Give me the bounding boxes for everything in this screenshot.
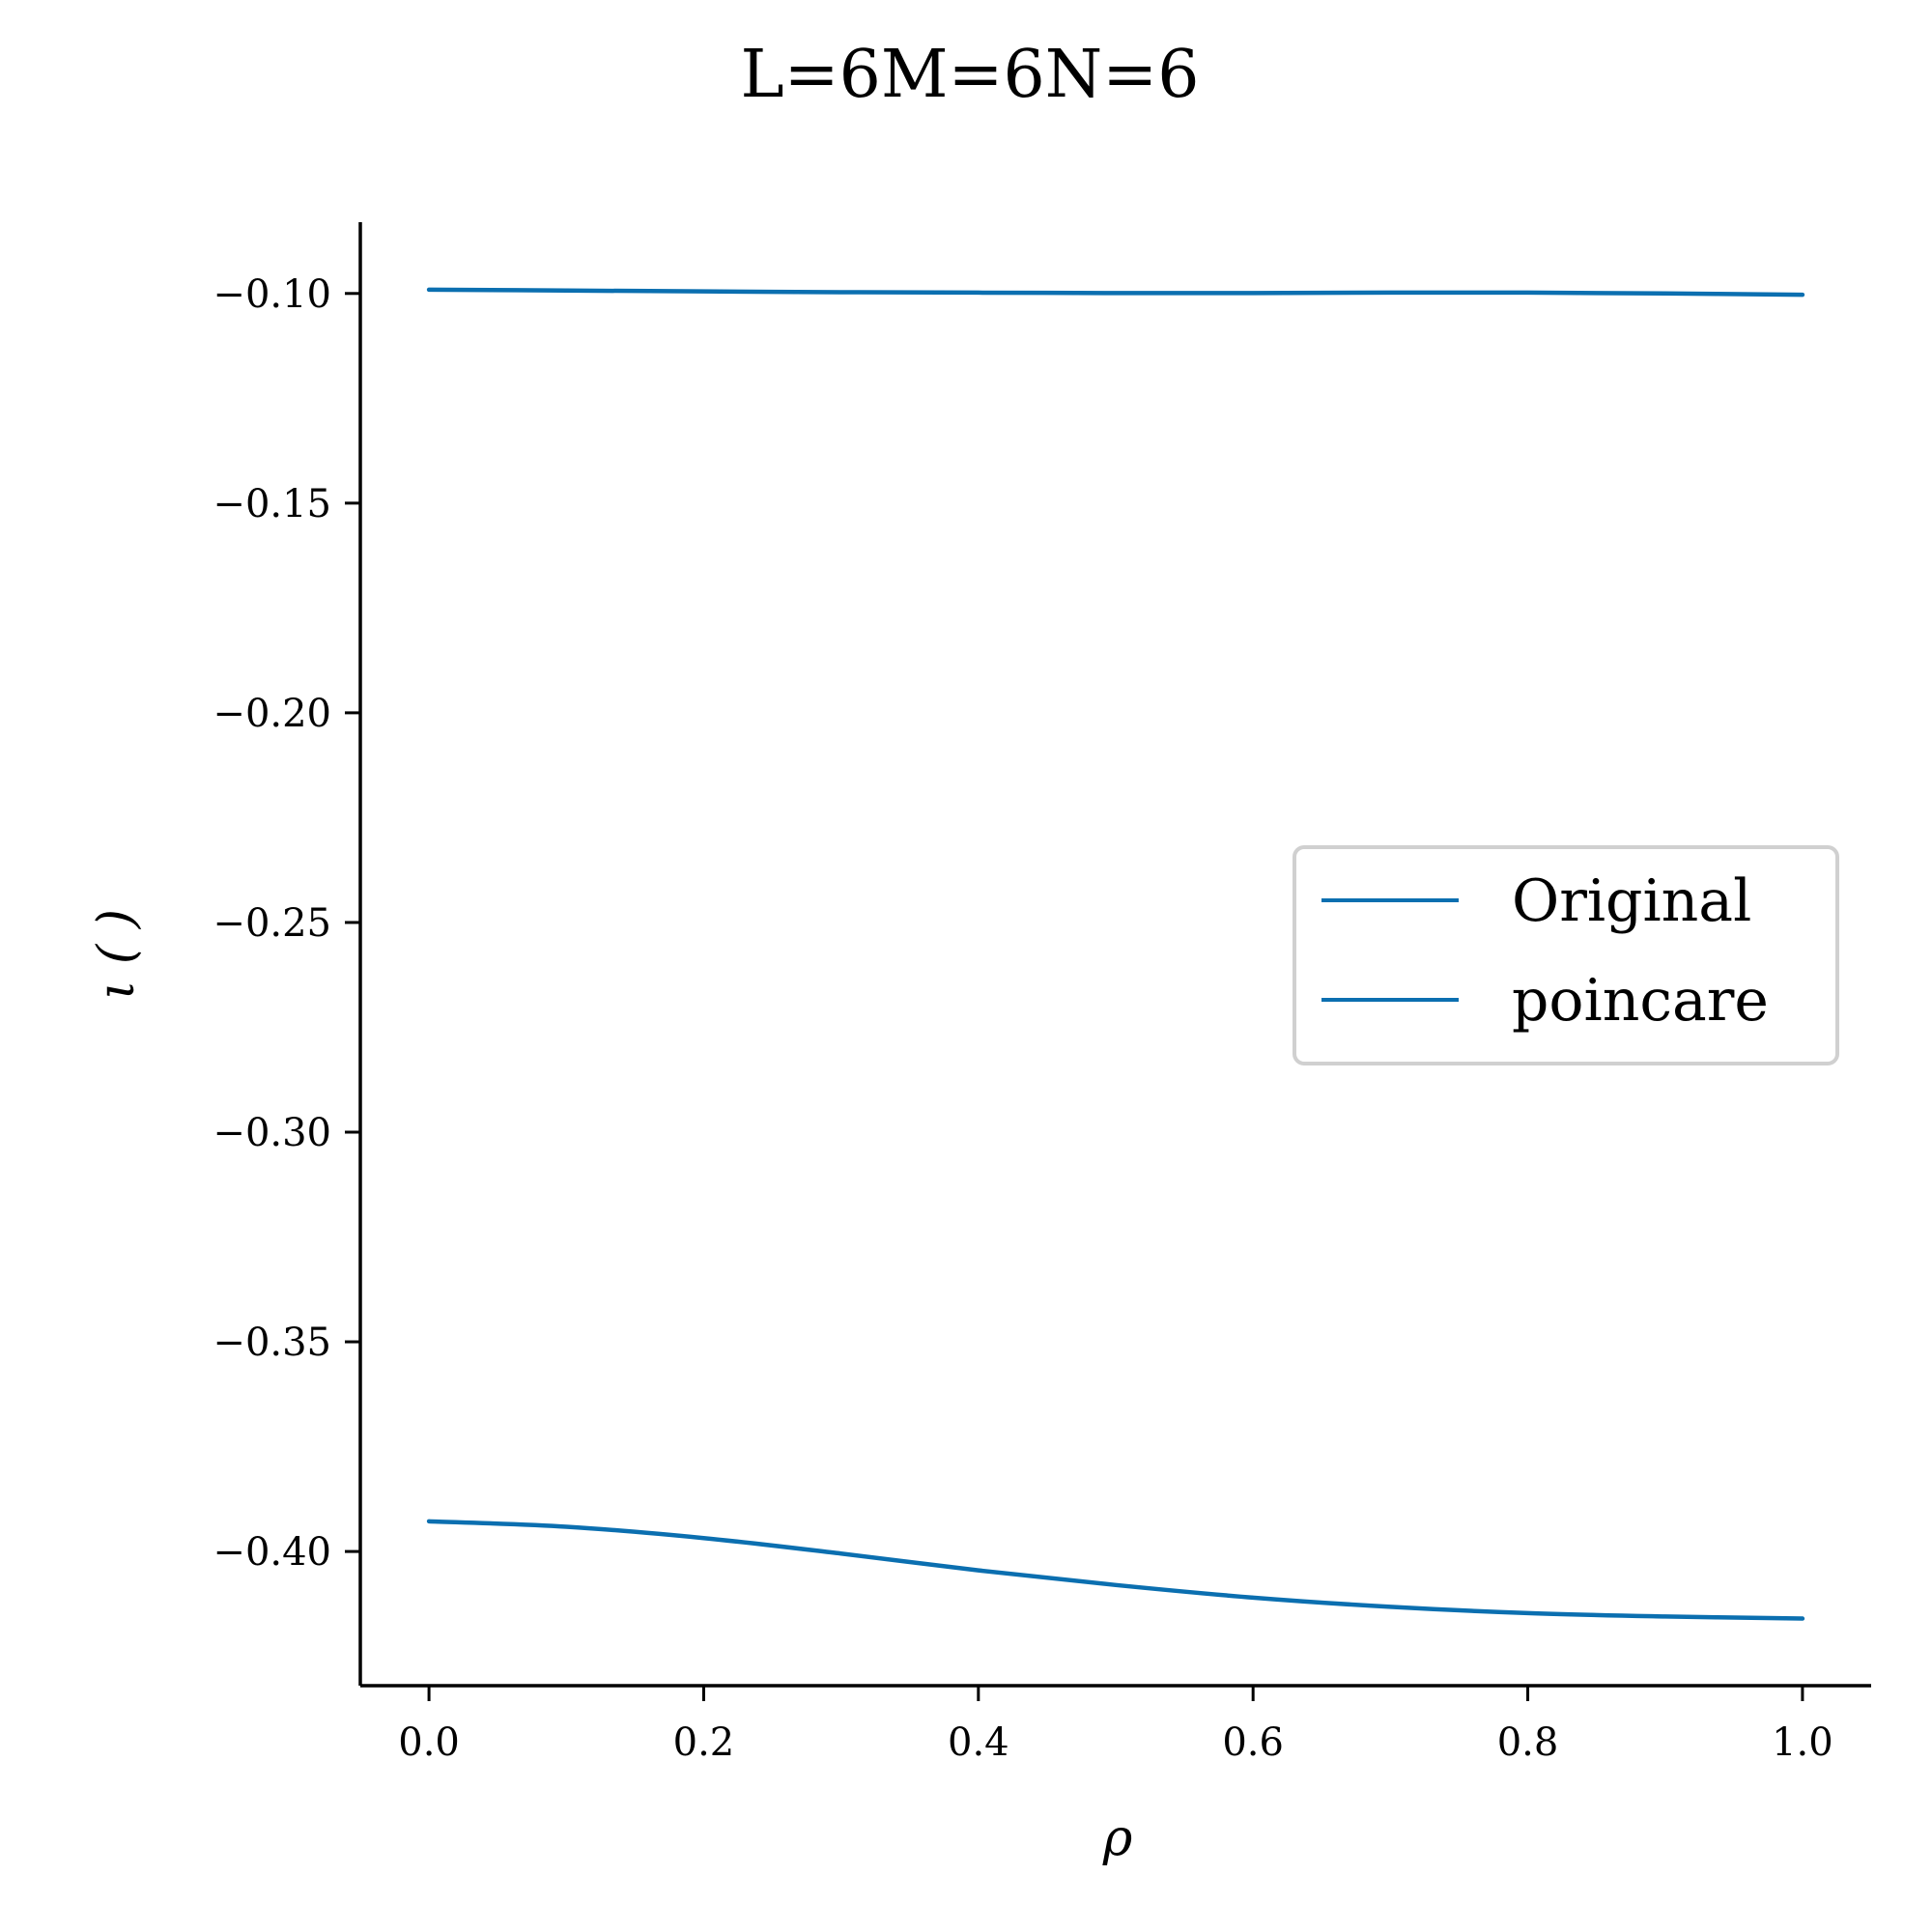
x-axis-label: ρ: [1102, 1809, 1133, 1867]
x-tick-label: 0.8: [1497, 1720, 1559, 1765]
y-tick-label: −0.35: [213, 1321, 331, 1365]
legend-label-original: Original: [1512, 867, 1751, 935]
chart-title: L=6M=6N=6: [740, 37, 1199, 113]
x-tick-label: 0.6: [1222, 1720, 1284, 1765]
plot-area: [426, 287, 1805, 1621]
y-tick-label: −0.15: [213, 482, 331, 526]
x-tick-label: 0.0: [398, 1720, 460, 1765]
x-tick-label: 1.0: [1772, 1720, 1833, 1765]
x-tick-label: 0.2: [673, 1720, 735, 1765]
y-tick-label: −0.40: [213, 1530, 331, 1575]
legend-label-poincare: poincare: [1512, 967, 1769, 1035]
y-ticks: −0.10 −0.15 −0.20 −0.25 −0.30 −0.35 −0.40: [213, 272, 360, 1575]
x-tick-label: 0.4: [948, 1720, 1009, 1765]
y-tick-label: −0.25: [213, 901, 331, 946]
y-tick-label: −0.10: [213, 272, 331, 317]
series-line-original: [426, 287, 1805, 298]
y-tick-label: −0.30: [213, 1111, 331, 1155]
y-axis-label: ι ( ): [88, 909, 146, 1000]
x-ticks: 0.0 0.2 0.4 0.6 0.8 1.0: [398, 1686, 1833, 1765]
legend: Original poincare: [1293, 845, 1839, 1065]
y-tick-label: −0.20: [213, 692, 331, 736]
series-line-poincare: [426, 1519, 1805, 1621]
